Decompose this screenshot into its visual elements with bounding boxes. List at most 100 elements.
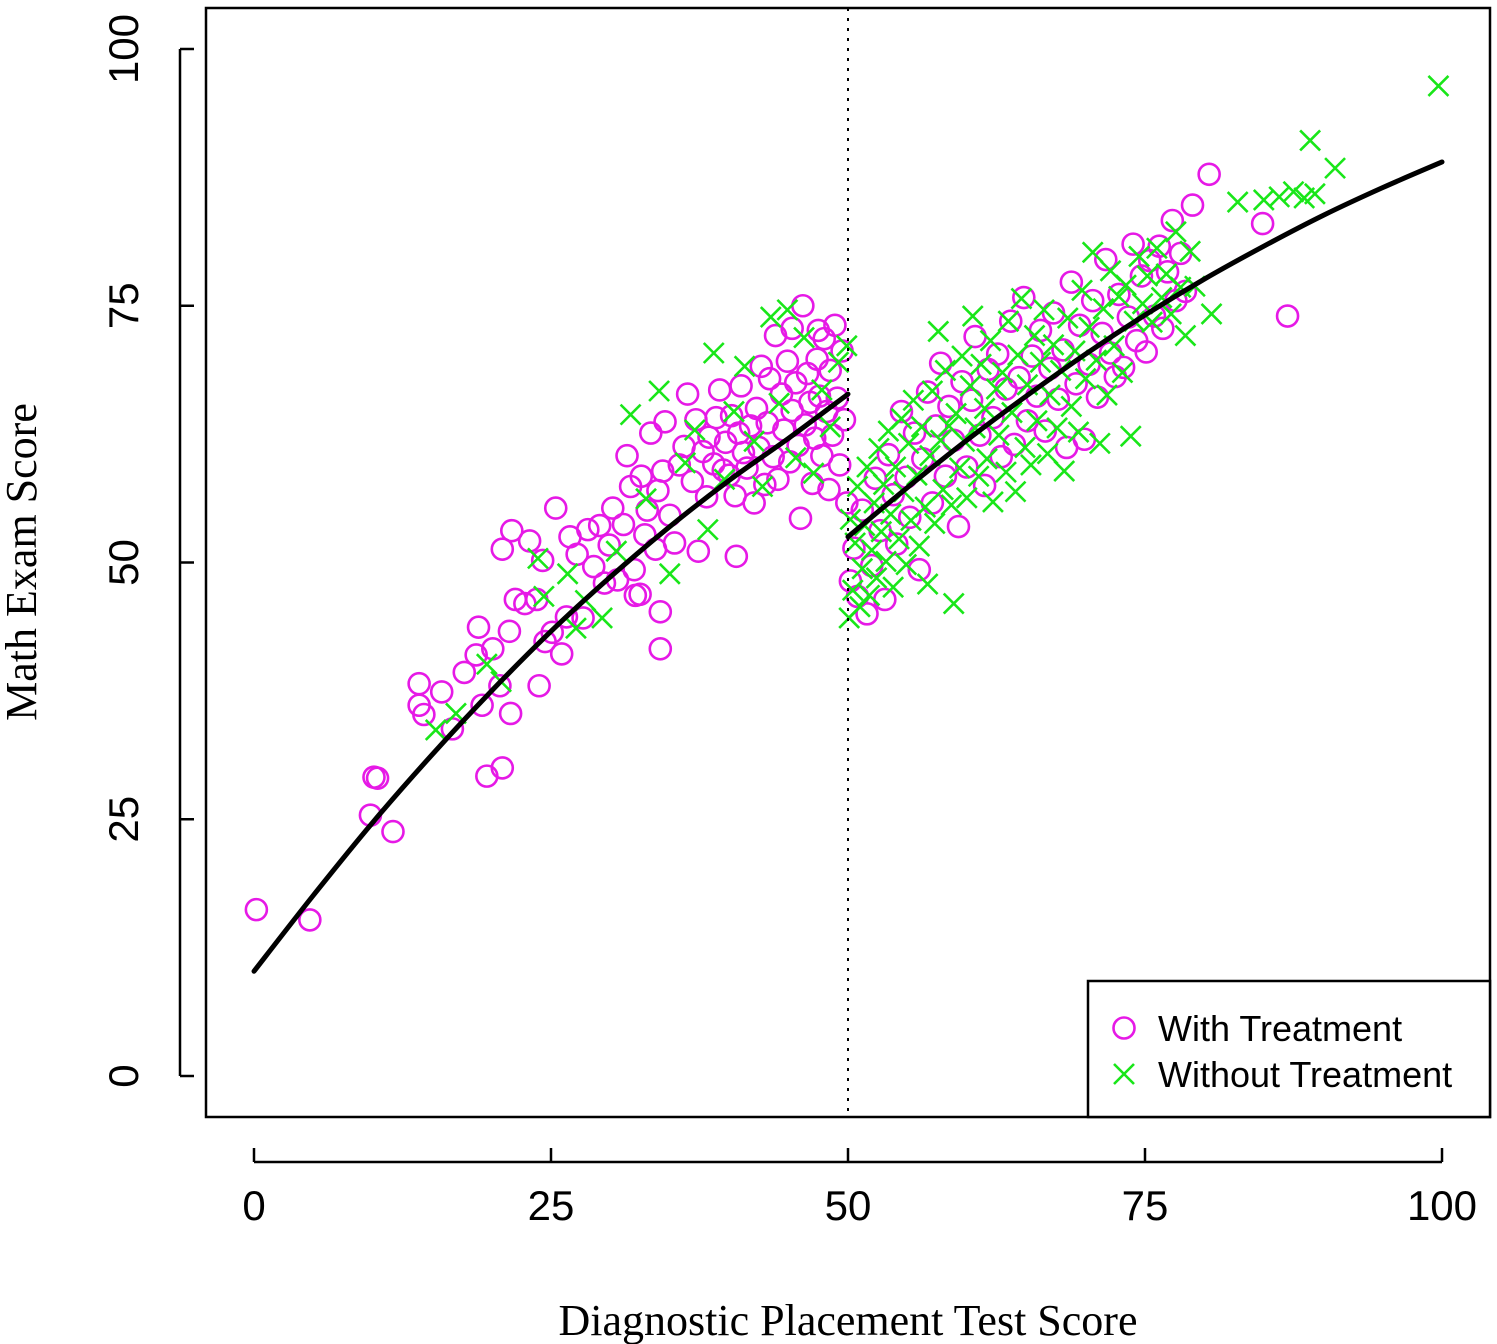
untreated-point	[1200, 303, 1223, 325]
treated-point	[1080, 288, 1105, 313]
x-axis: 0 25 50 75 100	[242, 1148, 1477, 1229]
untreated-point	[908, 535, 931, 557]
untreated-point	[1268, 185, 1291, 208]
untreated-point	[674, 451, 697, 474]
treated-point	[780, 316, 804, 341]
untreated-point	[835, 334, 858, 357]
treated-point	[729, 374, 753, 398]
fit-curve	[845, 159, 1445, 540]
treated-point	[1134, 340, 1158, 364]
treated-point	[490, 756, 515, 780]
untreated-point	[1164, 220, 1187, 243]
untreated-point	[1299, 129, 1322, 152]
untreated-point	[961, 305, 984, 327]
untreated-point	[940, 494, 963, 516]
untreated-point	[1078, 316, 1101, 339]
legend-items: With Treatment Without Treatment	[1112, 1008, 1452, 1095]
treated-point	[805, 347, 829, 371]
x-tick-label: 50	[825, 1182, 872, 1229]
untreated-point	[1006, 344, 1029, 366]
treated-point	[735, 456, 759, 480]
treated-point	[1064, 372, 1088, 396]
untreated-point	[1033, 298, 1055, 321]
untreated-point	[605, 540, 628, 563]
data-marks	[244, 75, 1450, 932]
treated-point	[611, 512, 636, 537]
treated-point	[766, 467, 790, 492]
untreated-point	[1042, 333, 1065, 356]
untreated-point	[1014, 436, 1036, 459]
treated-point	[244, 897, 269, 922]
treated-point	[873, 587, 897, 612]
untreated-point	[970, 353, 992, 376]
untreated-point	[976, 447, 998, 470]
treated-point	[753, 472, 777, 497]
treated-point	[985, 342, 1010, 366]
untreated-point	[424, 718, 447, 741]
untreated-point	[882, 576, 905, 599]
treated-point	[488, 673, 512, 698]
treated-point	[1250, 211, 1275, 236]
treated-point	[807, 384, 832, 408]
y-tick-label: 75	[100, 282, 147, 329]
treated-point	[466, 615, 491, 640]
untreated-point	[927, 320, 950, 343]
untreated-point	[942, 592, 965, 615]
treated-point	[928, 351, 953, 376]
treated-point	[1111, 355, 1136, 380]
treated-point	[549, 642, 574, 666]
untreated-point	[1119, 425, 1142, 448]
treated-point	[1012, 285, 1036, 310]
untreated-point	[1107, 285, 1130, 308]
untreated-point	[1092, 297, 1115, 320]
untreated-point	[1025, 409, 1048, 432]
untreated-point	[985, 378, 1008, 400]
treated-point	[791, 293, 815, 318]
untreated-point	[768, 392, 791, 415]
treated-point	[902, 421, 927, 445]
untreated-point	[759, 306, 782, 328]
legend-x-icon	[1113, 1063, 1135, 1085]
treated-point	[1275, 304, 1300, 328]
treated-point	[407, 671, 431, 696]
untreated-point	[923, 512, 946, 535]
x-axis-title: Diagnostic Placement Test Score	[559, 1296, 1138, 1344]
untreated-point	[1226, 191, 1249, 213]
untreated-point	[591, 607, 614, 629]
treated-point	[742, 491, 766, 515]
untreated-point	[1150, 286, 1173, 309]
treated-point	[946, 514, 971, 539]
untreated-point	[1303, 182, 1326, 205]
untreated-point	[793, 326, 815, 349]
untreated-point	[527, 547, 549, 570]
legend-label: Without Treatment	[1158, 1054, 1452, 1095]
treated-point	[937, 394, 961, 419]
untreated-point	[802, 462, 825, 485]
treated-point	[653, 410, 677, 434]
untreated-point	[964, 417, 987, 439]
treated-point	[638, 421, 663, 445]
treated-point	[1093, 247, 1118, 272]
treated-point	[835, 491, 859, 515]
untreated-point	[1023, 324, 1046, 347]
treated-point	[429, 680, 454, 704]
untreated-point	[902, 389, 925, 412]
untreated-point	[1020, 454, 1042, 476]
treated-point	[806, 318, 831, 343]
legend-circle-icon	[1112, 1016, 1136, 1040]
treated-point	[907, 557, 932, 582]
treated-point	[412, 702, 436, 727]
untreated-point	[1036, 442, 1059, 465]
treated-point	[963, 324, 987, 349]
untreated-point	[991, 361, 1014, 384]
treated-point	[615, 443, 639, 468]
legend-box	[1086, 979, 1492, 1119]
untreated-point	[875, 550, 897, 573]
treated-point	[775, 349, 800, 374]
untreated-point	[1046, 417, 1069, 439]
untreated-point	[1039, 384, 1061, 407]
untreated-point	[1427, 75, 1450, 97]
untreated-point	[934, 359, 957, 382]
legend-label: With Treatment	[1158, 1008, 1402, 1049]
treated-point	[694, 484, 719, 509]
